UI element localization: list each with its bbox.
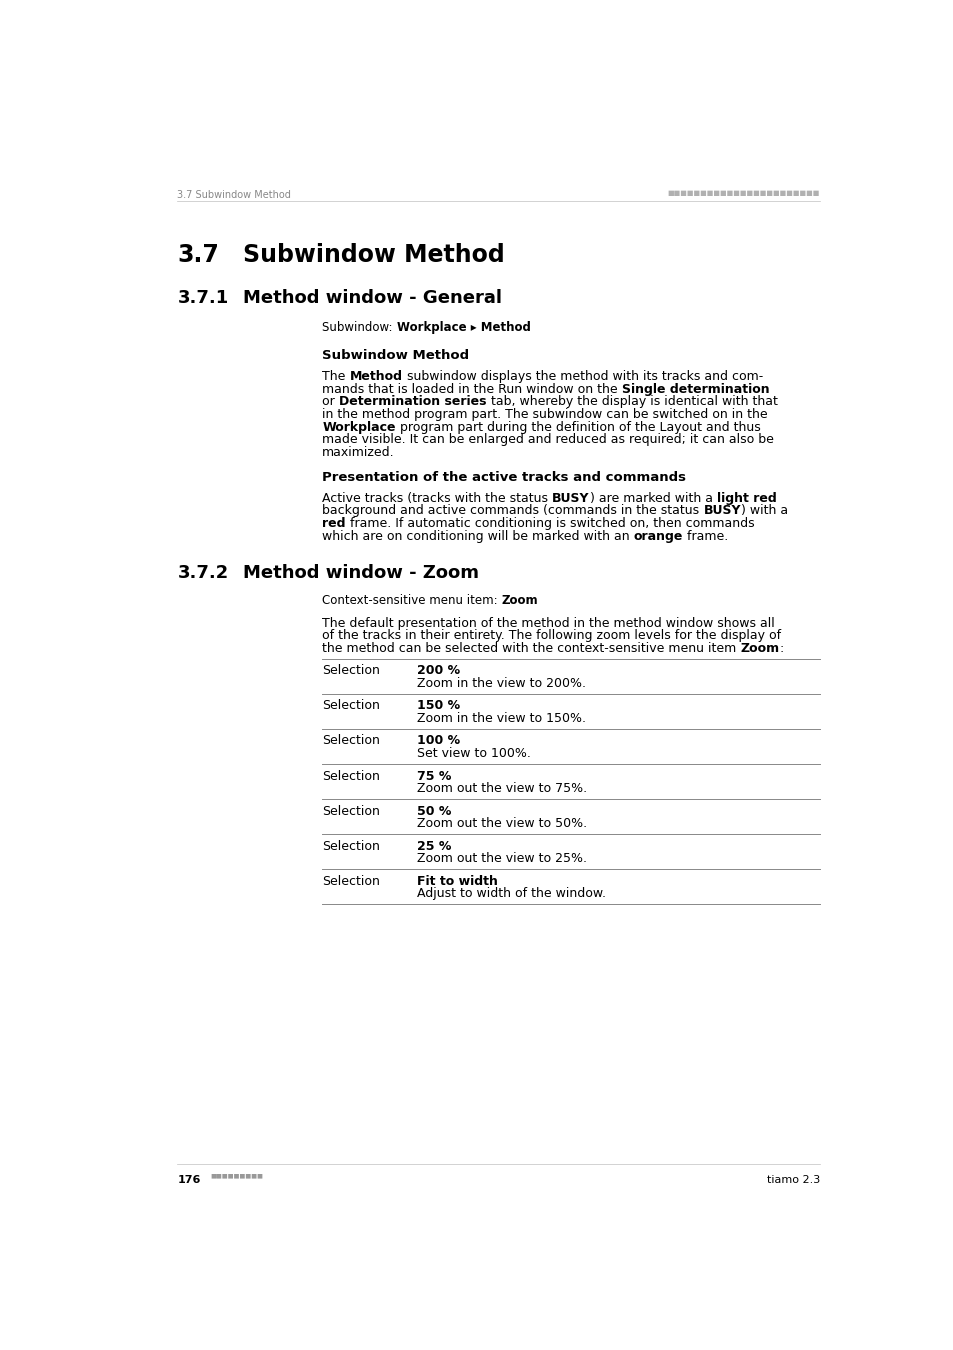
Text: which are on conditioning will be marked with an: which are on conditioning will be marked… [322,529,633,543]
Text: 3.7.2: 3.7.2 [177,564,229,582]
Text: Determination series: Determination series [338,396,486,408]
Text: Presentation of the active tracks and commands: Presentation of the active tracks and co… [322,471,685,483]
Text: 25 %: 25 % [416,840,451,853]
Text: Subwindow Method: Subwindow Method [243,243,504,267]
Text: 150 %: 150 % [416,699,459,713]
Text: 3.7 Subwindow Method: 3.7 Subwindow Method [177,190,291,201]
Text: frame.: frame. [682,529,728,543]
Text: Method window - General: Method window - General [243,289,501,306]
Text: made visible. It can be enlarged and reduced as required; it can also be: made visible. It can be enlarged and red… [322,433,774,447]
Text: or: or [322,396,338,408]
Text: Zoom out the view to 75%.: Zoom out the view to 75%. [416,782,586,795]
Text: of the tracks in their entirety. The following zoom levels for the display of: of the tracks in their entirety. The fol… [322,629,781,643]
Text: the method can be selected with the context-sensitive menu item: the method can be selected with the cont… [322,643,740,655]
Text: Method: Method [350,370,402,383]
Text: Selection: Selection [322,734,380,748]
Text: program part during the definition of the Layout and thus: program part during the definition of th… [395,421,760,433]
Text: red: red [322,517,345,531]
Text: Workplace ▸ Method: Workplace ▸ Method [396,321,530,335]
Text: Selection: Selection [322,875,380,888]
Text: :: : [779,643,783,655]
Text: Selection: Selection [322,769,380,783]
Text: Zoom out the view to 25%.: Zoom out the view to 25%. [416,852,586,865]
Text: subwindow displays the method with its tracks and com-: subwindow displays the method with its t… [402,370,762,383]
Text: Selection: Selection [322,805,380,818]
Text: Zoom: Zoom [501,594,537,606]
Text: Method window - Zoom: Method window - Zoom [243,564,478,582]
Text: background and active commands (commands in the status: background and active commands (commands… [322,505,702,517]
Text: in the method program part. The subwindow can be switched on in the: in the method program part. The subwindo… [322,408,767,421]
Text: ) are marked with a: ) are marked with a [589,491,716,505]
Text: 75 %: 75 % [416,769,451,783]
Text: Set view to 100%.: Set view to 100%. [416,747,530,760]
Text: Workplace: Workplace [322,421,395,433]
Text: Adjust to width of the window.: Adjust to width of the window. [416,887,605,900]
Text: Selection: Selection [322,699,380,713]
Text: mands that is loaded in the Run window on the: mands that is loaded in the Run window o… [322,382,621,396]
Text: light red: light red [716,491,776,505]
Text: The: The [322,370,350,383]
Text: BUSY: BUSY [702,505,740,517]
Text: Selection: Selection [322,840,380,853]
Text: BUSY: BUSY [552,491,589,505]
Text: 176: 176 [177,1174,200,1184]
Text: Zoom out the view to 50%.: Zoom out the view to 50%. [416,817,586,830]
Text: ) with a: ) with a [740,505,787,517]
Text: 3.7.1: 3.7.1 [177,289,229,306]
Text: 200 %: 200 % [416,664,459,678]
Text: Zoom: Zoom [740,643,779,655]
Text: Zoom in the view to 150%.: Zoom in the view to 150%. [416,713,585,725]
Text: ■■■■■■■■■: ■■■■■■■■■ [210,1173,262,1179]
Text: Zoom in the view to 200%.: Zoom in the view to 200%. [416,678,585,690]
Text: ■■■■■■■■■■■■■■■■■■■■■■■: ■■■■■■■■■■■■■■■■■■■■■■■ [667,190,819,197]
Text: Fit to width: Fit to width [416,875,497,888]
Text: Selection: Selection [322,664,380,678]
Text: 50 %: 50 % [416,805,451,818]
Text: tab, whereby the display is identical with that: tab, whereby the display is identical wi… [486,396,777,408]
Text: Context-sensitive menu item:: Context-sensitive menu item: [322,594,501,606]
Text: 3.7: 3.7 [177,243,219,267]
Text: Subwindow Method: Subwindow Method [322,350,469,362]
Text: tiamo 2.3: tiamo 2.3 [766,1174,819,1184]
Text: Active tracks (tracks with the status: Active tracks (tracks with the status [322,491,552,505]
Text: Subwindow:: Subwindow: [322,321,396,335]
Text: 100 %: 100 % [416,734,459,748]
Text: orange: orange [633,529,682,543]
Text: maximized.: maximized. [322,446,395,459]
Text: frame. If automatic conditioning is switched on, then commands: frame. If automatic conditioning is swit… [345,517,754,531]
Text: Single determination: Single determination [621,382,769,396]
Text: The default presentation of the method in the method window shows all: The default presentation of the method i… [322,617,774,629]
